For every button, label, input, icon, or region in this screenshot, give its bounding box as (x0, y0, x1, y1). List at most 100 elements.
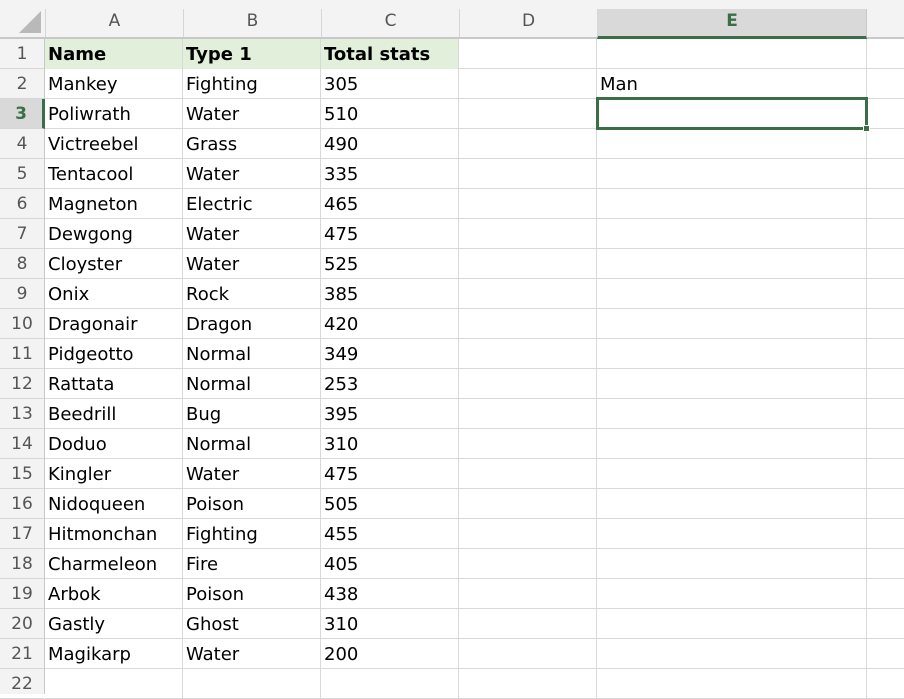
cell[interactable] (597, 609, 867, 639)
cell[interactable] (867, 639, 904, 669)
cell[interactable] (597, 309, 867, 339)
cell[interactable]: Nidoqueen (45, 489, 183, 519)
cell[interactable] (597, 369, 867, 399)
row-header-6[interactable]: 6 (0, 189, 44, 219)
cell[interactable] (867, 429, 904, 459)
cell[interactable]: Normal (183, 429, 321, 459)
cell[interactable] (459, 519, 597, 549)
cell[interactable] (597, 429, 867, 459)
cell[interactable]: 253 (321, 369, 459, 399)
cell[interactable]: Hitmonchan (45, 519, 183, 549)
cell[interactable] (597, 189, 867, 219)
cell[interactable] (459, 669, 597, 699)
cell[interactable] (459, 579, 597, 609)
cell[interactable]: Water (183, 159, 321, 189)
cell[interactable] (867, 339, 904, 369)
row-header-4[interactable]: 4 (0, 129, 44, 159)
cell[interactable]: Fighting (183, 519, 321, 549)
cell[interactable]: Fighting (183, 69, 321, 99)
cell[interactable]: Grass (183, 129, 321, 159)
cell[interactable]: Water (183, 459, 321, 489)
column-header-a[interactable]: A (45, 9, 183, 37)
cell[interactable]: Poison (183, 579, 321, 609)
cell[interactable]: Victreebel (45, 129, 183, 159)
cell[interactable]: 475 (321, 219, 459, 249)
header-cell[interactable]: Name (45, 39, 183, 69)
cell[interactable]: 310 (321, 609, 459, 639)
cell[interactable]: Poliwrath (45, 99, 183, 129)
cell[interactable] (459, 309, 597, 339)
row-header-18[interactable]: 18 (0, 549, 44, 579)
cell[interactable]: Doduo (45, 429, 183, 459)
cell[interactable]: Dragon (183, 309, 321, 339)
cell[interactable] (867, 99, 904, 129)
cell[interactable] (867, 489, 904, 519)
cell[interactable] (459, 399, 597, 429)
cell[interactable] (183, 669, 321, 699)
cell[interactable]: Charmeleon (45, 549, 183, 579)
cell[interactable]: 305 (321, 69, 459, 99)
row-header-5[interactable]: 5 (0, 159, 44, 189)
row-header-16[interactable]: 16 (0, 489, 44, 519)
cell[interactable]: 525 (321, 249, 459, 279)
cell[interactable] (597, 549, 867, 579)
cell[interactable] (867, 129, 904, 159)
row-header-3[interactable]: 3 (0, 99, 45, 129)
cell[interactable] (459, 339, 597, 369)
cell[interactable] (459, 489, 597, 519)
cell[interactable]: Electric (183, 189, 321, 219)
column-header-e[interactable]: E (597, 9, 867, 39)
cell[interactable] (867, 159, 904, 189)
column-header-d[interactable]: D (459, 9, 597, 37)
cell[interactable]: Pidgeotto (45, 339, 183, 369)
cell[interactable] (867, 279, 904, 309)
cell-e2[interactable]: Man (597, 69, 867, 99)
cell[interactable] (867, 669, 904, 699)
cell[interactable] (597, 489, 867, 519)
cell[interactable]: Kingler (45, 459, 183, 489)
cell[interactable]: 385 (321, 279, 459, 309)
cell[interactable] (597, 129, 867, 159)
cell[interactable] (597, 399, 867, 429)
cell[interactable]: Arbok (45, 579, 183, 609)
cell[interactable] (459, 129, 597, 159)
cell[interactable]: 335 (321, 159, 459, 189)
cell[interactable]: Tentacool (45, 159, 183, 189)
cell[interactable]: Gastly (45, 609, 183, 639)
cell[interactable] (459, 369, 597, 399)
column-header-b[interactable]: B (183, 9, 321, 37)
cell[interactable] (867, 39, 904, 69)
cell[interactable] (459, 639, 597, 669)
row-header-1[interactable]: 1 (0, 39, 44, 69)
cell[interactable] (867, 399, 904, 429)
cell[interactable]: Magneton (45, 189, 183, 219)
cell[interactable] (459, 39, 597, 69)
cell[interactable]: 395 (321, 399, 459, 429)
cell[interactable] (459, 549, 597, 579)
cell[interactable] (459, 609, 597, 639)
cell[interactable] (867, 579, 904, 609)
cell[interactable] (867, 249, 904, 279)
row-header-15[interactable]: 15 (0, 459, 44, 489)
cell[interactable] (459, 99, 597, 129)
cell[interactable] (459, 219, 597, 249)
cell[interactable] (597, 579, 867, 609)
cell[interactable] (867, 609, 904, 639)
cell[interactable]: 510 (321, 99, 459, 129)
row-header-7[interactable]: 7 (0, 219, 44, 249)
cell[interactable] (597, 459, 867, 489)
cell[interactable] (597, 159, 867, 189)
cell[interactable] (867, 309, 904, 339)
cell[interactable] (597, 639, 867, 669)
cell[interactable]: Dragonair (45, 309, 183, 339)
cell[interactable]: Ghost (183, 609, 321, 639)
cell[interactable] (459, 459, 597, 489)
cell[interactable] (459, 69, 597, 99)
cell[interactable]: 420 (321, 309, 459, 339)
row-header-13[interactable]: 13 (0, 399, 44, 429)
cell[interactable]: 455 (321, 519, 459, 549)
cell[interactable] (597, 279, 867, 309)
cell[interactable]: 310 (321, 429, 459, 459)
cell[interactable] (867, 369, 904, 399)
cell[interactable]: Cloyster (45, 249, 183, 279)
